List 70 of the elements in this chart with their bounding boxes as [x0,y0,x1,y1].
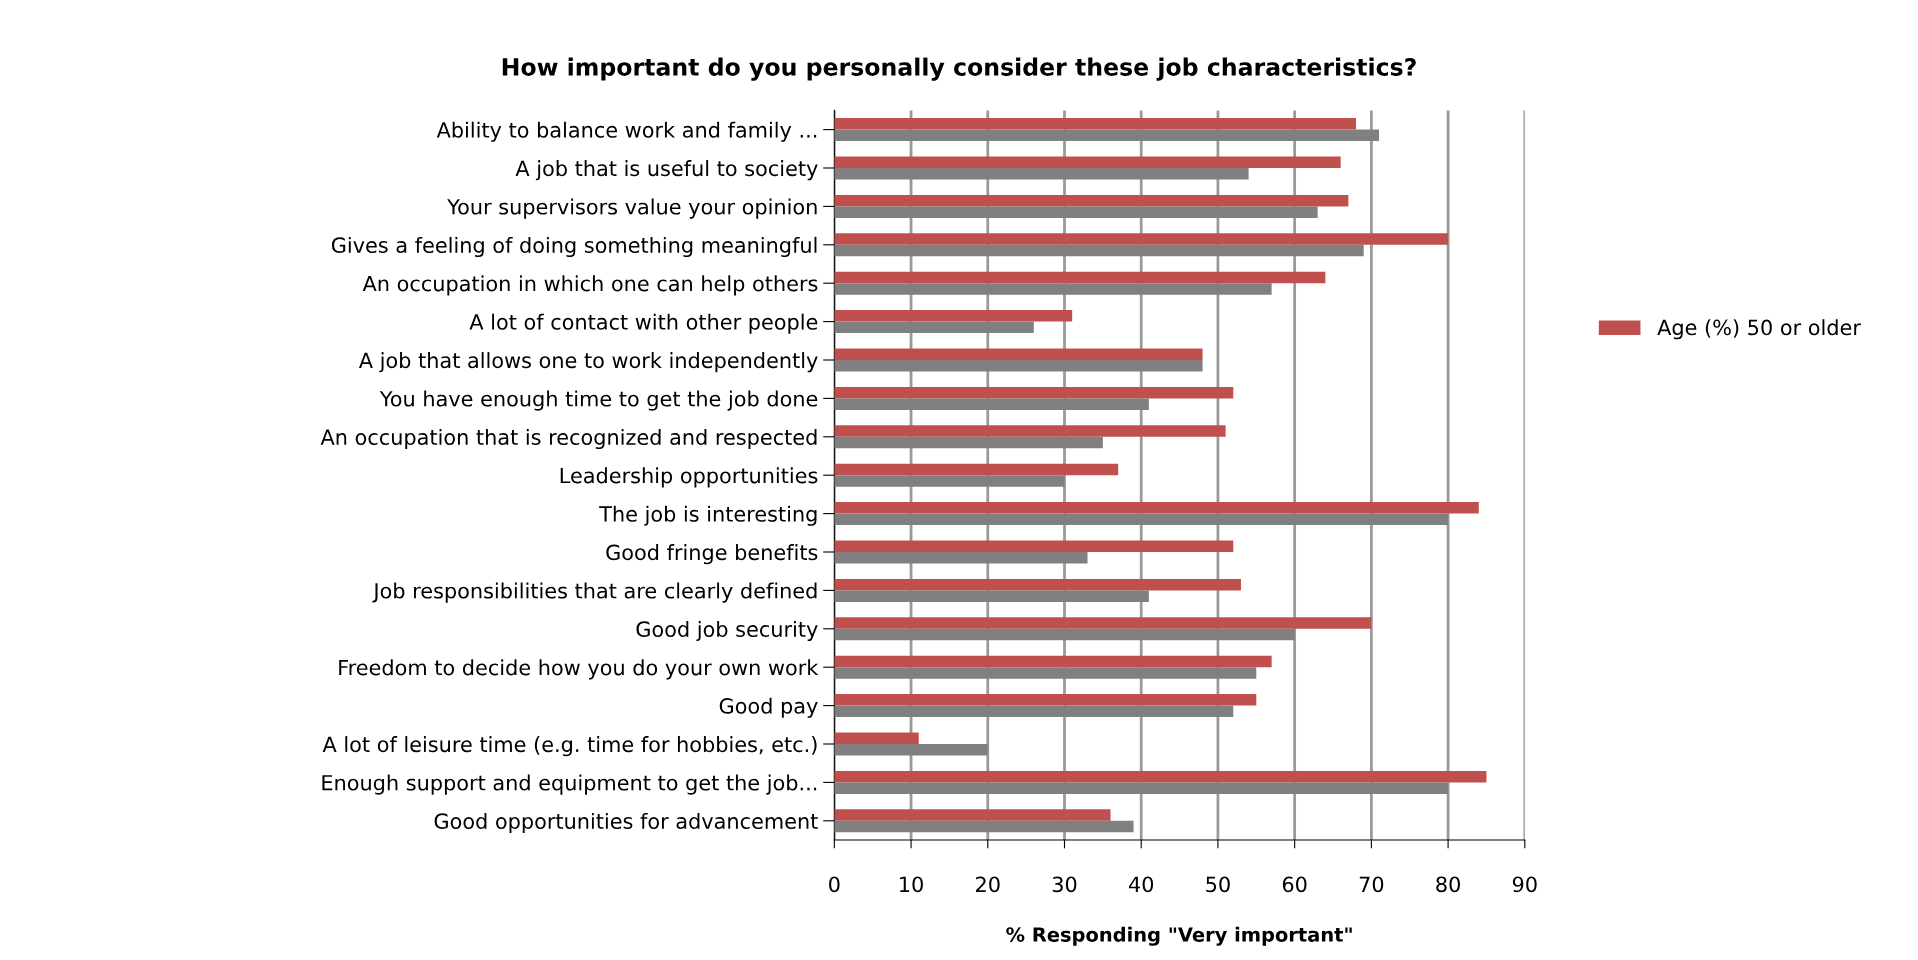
bar [834,617,1372,629]
x-axis-title: % Responding "Very important" [1006,926,1352,946]
bar [834,552,1088,564]
y-tick-label: A lot of contact with other people [469,313,818,334]
y-tick-label: Enough support and equipment to get the job... [322,774,817,795]
bar [834,129,1380,142]
x-tick-label: 30 [1052,876,1077,893]
bar [834,206,1318,218]
bar [834,513,1449,526]
bar [834,233,1449,245]
y-tick-label: Ability to balance work and family ... [436,121,817,142]
bar [834,321,1034,334]
x-tick-label: 80 [1436,876,1460,893]
bar [834,744,988,756]
y-tick-label: Leadership opportunities [560,467,818,488]
bar [834,348,1203,360]
x-tick-label: 10 [900,876,923,893]
bar [834,667,1257,679]
bar [834,540,1234,552]
y-tick-label: A lot of leisure time (e.g. time for hobbies, etc.) [322,736,817,757]
bar [834,782,1449,794]
bar [834,770,1487,783]
bar [834,398,1149,410]
y-tick-label: An occupation in which one can help others [362,275,818,296]
legend-label: Age (%) 50 or older [1657,319,1861,340]
x-tick-label: 90 [1512,876,1537,893]
bar [834,168,1249,180]
y-tick-label: Job responsibilities that are clearly defined [372,582,817,603]
y-tick-label: A job that allows one to work independently [358,352,818,373]
bar [834,310,1073,322]
y-tick-label: Gives a feeling of doing something meaningful [331,236,817,258]
bar [834,436,1103,449]
bar [834,694,1257,706]
bar [834,475,1065,487]
bar [834,463,1119,476]
y-tick-label: An occupation that is recognized and respected [320,428,817,450]
bar [834,809,1111,821]
bar [834,118,1357,130]
x-tick-label: 50 [1206,876,1230,893]
x-tick-label: 40 [1128,876,1154,893]
y-tick-label: The job is interesting [599,505,817,526]
y-tick-label: A job that is useful to society [515,160,818,181]
bar [834,283,1272,295]
bar [834,271,1326,284]
bar [834,425,1226,437]
x-tick-label: 20 [976,876,1000,893]
y-tick-label: Freedom to decide how you do your own work [339,659,819,680]
bar [834,705,1234,718]
y-tick-label: Good fringe benefits [606,544,818,565]
bar [834,156,1341,168]
x-tick-label: 60 [1282,876,1307,893]
y-tick-label: Good job security [636,620,818,642]
y-tick-label: Good opportunities for advancement [434,812,818,834]
bar [834,655,1272,668]
bar [834,590,1149,602]
bar [834,360,1203,372]
bar [834,820,1134,833]
x-tick-label: 70 [1359,876,1384,893]
bar [834,244,1364,257]
y-tick-label: Good pay [719,697,818,718]
bar [834,194,1349,207]
chart-title: How important do you personally consider these job characteristics? [502,57,1416,81]
bar [834,628,1295,641]
bar [834,732,919,744]
x-tick-label: 0 [829,876,840,893]
y-tick-label: You have enough time to get the job done [379,390,818,411]
bar [834,386,1234,399]
bar [834,578,1241,591]
bar [834,502,1479,514]
y-tick-label: Your supervisors value your opinion [447,198,817,219]
